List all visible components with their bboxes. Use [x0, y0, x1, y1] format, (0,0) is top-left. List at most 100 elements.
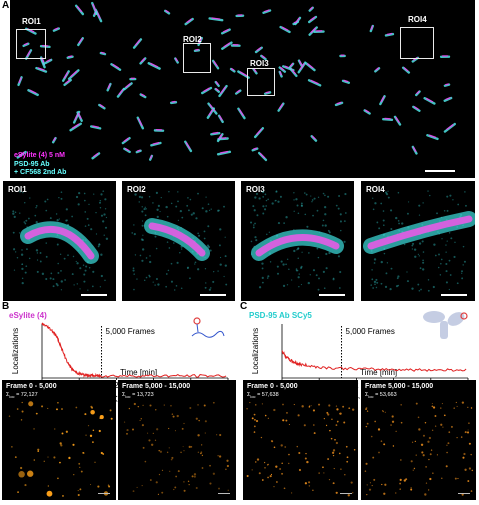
background-dot — [259, 286, 261, 288]
frame-3-title: Frame 0 - 5,000 — [247, 383, 298, 390]
frames-label: 5,000 Frames — [106, 327, 155, 336]
background-dot — [87, 218, 89, 220]
localization-spot — [467, 407, 468, 408]
background-dot — [58, 197, 59, 198]
background-dot — [50, 272, 52, 274]
localization-spot — [401, 422, 403, 424]
localization-spot — [75, 407, 77, 409]
localization-spot — [461, 436, 462, 437]
background-dot — [213, 271, 214, 272]
background-dot — [67, 254, 69, 256]
background-dot — [88, 224, 90, 226]
localization-spot — [378, 452, 380, 454]
localization-spot — [183, 450, 184, 451]
background-dot — [313, 269, 315, 271]
background-dot — [157, 216, 159, 218]
localization-spot — [282, 404, 284, 406]
localization-spot — [373, 479, 375, 481]
background-dot — [205, 268, 206, 269]
localization-spot — [396, 431, 397, 432]
background-dot — [445, 263, 447, 265]
localization-spot — [313, 424, 315, 426]
background-dot — [98, 246, 100, 248]
background-dot — [433, 243, 435, 245]
synapse-punctum — [425, 98, 435, 103]
background-dot — [261, 263, 263, 265]
localization-spot — [471, 490, 473, 492]
background-dot — [181, 217, 183, 219]
background-dot — [371, 269, 372, 270]
localization-spot — [367, 423, 369, 425]
localization-spot — [209, 465, 211, 467]
background-dot — [156, 192, 158, 194]
background-dot — [83, 281, 85, 283]
background-dot — [166, 273, 168, 275]
background-dot — [57, 244, 59, 246]
localization-spot — [298, 414, 300, 416]
background-dot — [412, 243, 414, 245]
background-dot — [420, 267, 422, 269]
background-dot — [378, 227, 380, 229]
localization-spot — [191, 446, 193, 448]
background-dot — [316, 248, 318, 250]
roi-label-2: ROI2 — [183, 35, 202, 44]
roi-zoom-scalebar-1 — [81, 294, 107, 296]
sum-subscript: loc — [125, 394, 130, 399]
panel-c-frame-2: Frame 5,000 - 15,000 Σloc = 53,663 — [361, 380, 476, 500]
background-dot — [422, 260, 424, 262]
localization-spot — [308, 481, 310, 483]
localization-spot — [57, 478, 59, 480]
background-dot — [15, 251, 16, 252]
background-dot — [372, 287, 374, 289]
localization-spot — [291, 492, 292, 493]
localization-spot — [37, 449, 39, 451]
background-dot — [157, 283, 159, 285]
roi-label-1: ROI1 — [22, 17, 41, 26]
background-dot — [385, 286, 387, 288]
background-dot — [190, 199, 192, 201]
roi-box-3[interactable] — [247, 68, 275, 96]
frame-4-count: Σloc = 53,663 — [365, 392, 397, 399]
background-dot — [212, 281, 214, 283]
background-dot — [197, 193, 199, 195]
roi-zoom-image-2 — [122, 181, 235, 301]
background-dot — [90, 228, 92, 230]
localization-spot — [184, 490, 186, 492]
localization-spot — [288, 454, 290, 456]
background-dot — [186, 205, 188, 207]
background-dot — [149, 196, 150, 197]
roi-label-3: ROI3 — [250, 59, 269, 68]
background-dot — [339, 271, 341, 273]
background-dot — [266, 234, 267, 235]
localization-spot — [324, 418, 325, 419]
roi-box-2[interactable] — [183, 43, 211, 73]
background-dot — [412, 248, 413, 249]
localization-spot — [21, 419, 22, 420]
background-dot — [404, 244, 406, 246]
background-dot — [15, 211, 17, 213]
localization-spot — [435, 415, 437, 417]
background-dot — [384, 253, 385, 254]
localization-spot — [17, 491, 19, 493]
localization-spot — [47, 408, 48, 409]
localization-spot — [306, 461, 308, 463]
roi-box-1[interactable] — [16, 29, 46, 59]
localization-spot — [340, 468, 342, 470]
background-dot — [66, 219, 67, 220]
background-dot — [168, 270, 170, 272]
background-dot — [37, 271, 39, 273]
background-dot — [177, 262, 179, 264]
background-dot — [324, 213, 326, 215]
background-dot — [197, 233, 199, 235]
localization-spot — [267, 477, 269, 479]
localization-spot — [371, 436, 373, 438]
background-dot — [204, 238, 206, 240]
localization-spot — [205, 432, 206, 433]
background-dot — [408, 201, 409, 202]
sum-value: = 53,663 — [375, 392, 397, 398]
roi-box-4[interactable] — [400, 27, 434, 59]
background-dot — [300, 267, 302, 269]
background-dot — [176, 285, 178, 287]
frame-1-scalebar — [98, 493, 110, 494]
localization-spot — [433, 406, 435, 408]
